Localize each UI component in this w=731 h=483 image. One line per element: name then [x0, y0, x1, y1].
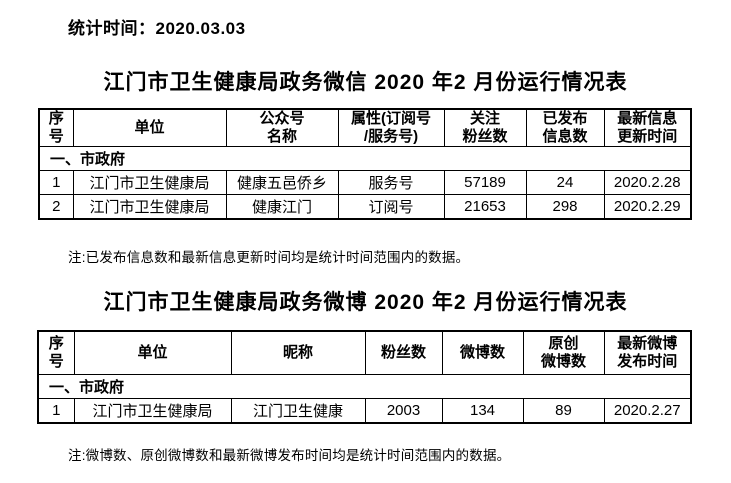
stat-time-label: 统计时间：2020.03.03	[68, 19, 246, 38]
table-cell-unit: 江门市卫生健康局	[72, 170, 227, 195]
column-header-published: 已发布 信息数	[525, 108, 605, 147]
column-header-post-count: 微博数	[441, 330, 524, 375]
wechat-header-row: 序 号 单位 公众号 名称 属性(订阅号 /服务号) 关注 粉丝数 已发布 信息…	[38, 108, 692, 147]
column-header-followers: 粉丝数	[364, 330, 443, 375]
column-header-original-count: 原创 微博数	[522, 330, 605, 375]
table-cell-account-type: 服务号	[337, 170, 445, 195]
column-header-seq: 序 号	[37, 330, 75, 375]
table-row: 2 江门市卫生健康局 健康江门 订阅号 21653 298 2020.2.29	[38, 194, 692, 219]
table-cell-original-count: 89	[522, 397, 605, 424]
column-header-followers: 关注 粉丝数	[443, 108, 527, 147]
weibo-header-row: 序 号 单位 昵称 粉丝数 微博数 原创 微博数 最新微博 发布时间	[37, 330, 692, 375]
table-cell-update-time: 2020.2.28	[603, 170, 692, 195]
table-cell-unit: 江门市卫生健康局	[72, 194, 227, 219]
table-cell-unit: 江门市卫生健康局	[73, 397, 232, 424]
column-header-unit: 单位	[73, 330, 232, 375]
wechat-table: 序 号 单位 公众号 名称 属性(订阅号 /服务号) 关注 粉丝数 已发布 信息…	[38, 108, 692, 220]
table-cell-published: 298	[525, 194, 605, 219]
column-header-update-time: 最新信息 更新时间	[603, 108, 692, 147]
table-cell-nickname: 江门卫生健康	[230, 397, 366, 424]
column-header-seq: 序 号	[38, 108, 74, 147]
column-header-nickname: 昵称	[230, 330, 366, 375]
column-header-account-name: 公众号 名称	[225, 108, 339, 147]
wechat-table-note: 注:已发布信息数和最新信息更新时间均是统计时间范围内的数据。	[68, 250, 470, 265]
table-row: 1 江门市卫生健康局 江门卫生健康 2003 134 89 2020.2.27	[37, 397, 692, 424]
table-cell-post-count: 134	[441, 397, 524, 424]
table-cell-followers: 21653	[443, 194, 527, 219]
weibo-table-title: 江门市卫生健康局政务微博 2020 年2 月份运行情况表	[103, 291, 628, 314]
table-cell-followers: 57189	[443, 170, 527, 195]
table-cell-account-name: 健康五邑侨乡	[225, 170, 339, 195]
table-cell-latest-time: 2020.2.27	[603, 397, 692, 424]
table-cell-account-type: 订阅号	[337, 194, 445, 219]
weibo-table-note: 注:微博数、原创微博数和最新微博发布时间均是统计时间范围内的数据。	[68, 448, 511, 463]
table-cell-published: 24	[525, 170, 605, 195]
section-label: 一、市政府	[37, 373, 692, 399]
table-cell-seq: 1	[38, 170, 74, 195]
table-cell-seq: 2	[38, 194, 74, 219]
column-header-account-type: 属性(订阅号 /服务号)	[337, 108, 445, 147]
section-label: 一、市政府	[38, 146, 692, 171]
table-cell-update-time: 2020.2.29	[603, 194, 692, 219]
table-row: 1 江门市卫生健康局 健康五邑侨乡 服务号 57189 24 2020.2.28	[38, 170, 692, 195]
column-header-latest-time: 最新微博 发布时间	[603, 330, 692, 375]
section-row: 一、市政府	[38, 146, 692, 171]
table-cell-seq: 1	[37, 397, 75, 424]
weibo-table: 序 号 单位 昵称 粉丝数 微博数 原创 微博数 最新微博 发布时间 一、市政府…	[37, 330, 692, 424]
table-cell-account-name: 健康江门	[225, 194, 339, 219]
section-row: 一、市政府	[37, 373, 692, 399]
wechat-table-title: 江门市卫生健康局政务微信 2020 年2 月份运行情况表	[103, 71, 628, 94]
column-header-unit: 单位	[72, 108, 227, 147]
table-cell-followers: 2003	[364, 397, 443, 424]
